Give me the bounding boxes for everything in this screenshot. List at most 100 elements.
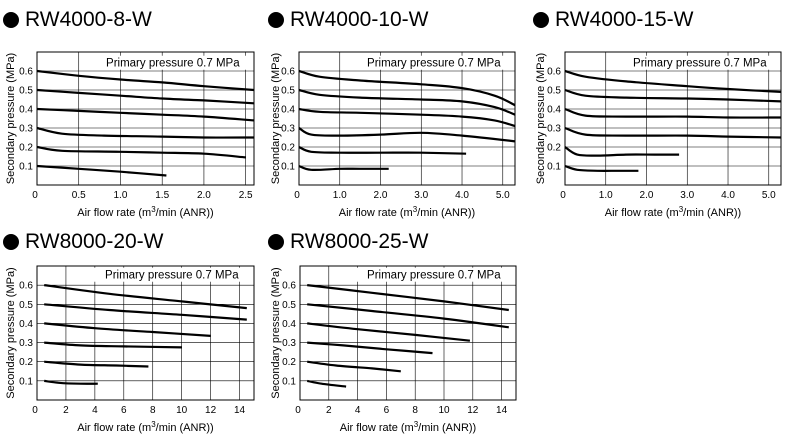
origin-tick-label: 0 [295,405,301,416]
series-line-5 [564,146,680,157]
x-tick-label: 12 [205,405,217,416]
y-tick-label: 0.5 [547,86,561,97]
x-tick-label: 2.0 [640,190,654,201]
series-line-6 [36,164,167,177]
annotation-background [620,55,779,70]
x-tick-label: 1.0 [333,190,347,201]
series-line-1 [307,284,509,312]
plot-frame [36,265,255,401]
chart-panel-rw8000-20-w: RW8000-20-W Primary pressure 0.7 MPa 2 4 6 8… [3,230,265,445]
series-line-2 [564,88,782,103]
series-line-1 [44,284,247,310]
origin-tick-label: 0 [32,190,38,201]
origin-tick-label: 0 [294,190,300,201]
y-axis-label: Secondary pressure (MPa) [5,53,17,184]
y-tick-label: 0.6 [19,67,33,78]
chart-plot: Primary pressure 0.7 MPa 0.5 1.0 1.5 2.0 2.5 0… [5,51,255,219]
series-line-1 [36,69,255,92]
x-axis-label: Air flow rate (m3/min (ANR)) [605,205,741,219]
annotation-label: Primary pressure 0.7 MPa [105,270,239,282]
x-axis-label: Air flow rate (m3/min (ANR)) [77,205,213,219]
x-tick-label: 14 [496,405,508,416]
x-axis-label: Air flow rate (m3/min (ANR)) [339,205,475,219]
y-axis-label: Secondary pressure (MPa) [270,267,282,398]
bullet-icon [3,12,19,28]
x-tick-label: 2 [326,405,332,416]
y-tick-label: 0.4 [282,319,296,330]
x-tick-label: 4.0 [455,190,469,201]
y-tick-label: 0.3 [281,124,295,135]
x-tick-label: 10 [438,405,450,416]
series-line-3 [298,107,516,128]
x-tick-label: 4 [355,405,361,416]
y-axis-label: Secondary pressure (MPa) [5,267,17,398]
y-tick-label: 0.4 [19,105,33,116]
bullet-icon [533,12,549,28]
y-tick-label: 0.5 [19,300,33,311]
plot-frame [298,51,516,186]
chart-plot: Primary pressure 0.7 MPa 1.0 2.0 3.0 4.0 5.0 0… [270,51,516,219]
series-line-4 [36,126,255,139]
series-line-5 [307,360,401,373]
series-line-2 [307,303,509,329]
series-line-4 [298,127,516,143]
y-tick-label: 0.6 [281,67,295,78]
x-tick-label: 8 [150,405,156,416]
chart-title: RW8000-20-W [25,230,164,253]
y-tick-label: 0.1 [19,376,33,387]
chart-title: RW4000-10-W [290,8,429,31]
x-tick-label: 12 [467,405,479,416]
series-line-5 [36,145,246,159]
series-line-6 [564,164,639,172]
y-tick-label: 0.1 [19,162,33,173]
chart-title: RW4000-8-W [25,8,152,31]
y-tick-label: 0.6 [19,281,33,292]
series-line-6 [307,379,347,388]
series-line-3 [307,322,471,342]
chart-title: RW4000-15-W [555,8,694,31]
series-line-4 [564,126,782,139]
y-tick-label: 0.2 [282,357,296,368]
y-tick-label: 0.3 [282,338,296,349]
chart-panel-rw4000-15-w: RW4000-15-W Primary pressure 0.7 MPa 1.0 2… [533,8,790,223]
y-tick-label: 0.3 [19,338,33,349]
x-tick-label: 4.0 [721,190,735,201]
x-tick-label: 4 [92,405,98,416]
x-tick-label: 10 [176,405,188,416]
annotation-background [353,267,514,282]
y-axis-label: Secondary pressure (MPa) [535,53,547,184]
series-line-1 [564,69,782,93]
series-line-6 [298,164,389,172]
y-tick-label: 0.4 [547,105,561,116]
series-line-2 [298,88,516,116]
chart-panel-rw4000-10-w: RW4000-10-W Primary pressure 0.7 MPa 1.0 2… [268,8,530,223]
y-tick-label: 0.5 [281,86,295,97]
y-tick-label: 0.1 [282,376,296,387]
annotation-label: Primary pressure 0.7 MPa [106,58,240,70]
y-tick-label: 0.6 [282,281,296,292]
series-line-1 [298,69,516,107]
x-tick-label: 3.0 [680,190,694,201]
x-tick-label: 2 [63,405,69,416]
annotation-background [93,55,252,70]
annotation-background [354,55,513,70]
y-tick-label: 0.1 [281,162,295,173]
series-line-2 [44,303,247,321]
y-tick-label: 0.2 [19,143,33,154]
x-tick-label: 1.0 [114,190,128,201]
y-tick-label: 0.4 [19,319,33,330]
chart-panel-rw8000-25-w: RW8000-25-W Primary pressure 0.7 MPa 2 4 6 8… [268,230,530,445]
x-tick-label: 0.5 [72,190,86,201]
annotation-label: Primary pressure 0.7 MPa [367,270,501,282]
bullet-icon [268,12,284,28]
annotation-label: Primary pressure 0.7 MPa [367,58,501,70]
y-tick-label: 0.5 [282,300,296,311]
series-line-3 [44,322,211,337]
bullet-icon [3,234,19,250]
y-tick-label: 0.6 [547,67,561,78]
x-tick-label: 2.0 [197,190,211,201]
x-tick-label: 6 [384,405,390,416]
x-tick-label: 14 [234,405,246,416]
y-axis-label: Secondary pressure (MPa) [270,53,282,184]
y-tick-label: 0.2 [281,143,295,154]
